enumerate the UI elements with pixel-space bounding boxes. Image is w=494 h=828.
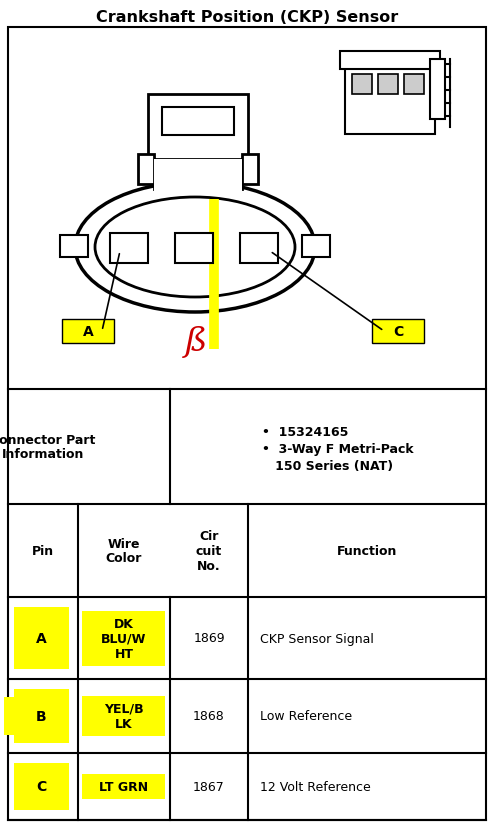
Ellipse shape — [95, 198, 295, 297]
Bar — [14, 689, 69, 743]
Ellipse shape — [75, 183, 315, 313]
Text: C: C — [36, 779, 46, 793]
Text: ß: ß — [185, 325, 207, 358]
Text: A: A — [36, 631, 46, 645]
Text: Crankshaft Position (CKP) Sensor: Crankshaft Position (CKP) Sensor — [96, 9, 398, 25]
Text: 1867: 1867 — [193, 780, 225, 793]
Bar — [148, 95, 248, 160]
Text: YEL/B
LK: YEL/B LK — [104, 702, 144, 730]
Bar — [82, 611, 165, 666]
Bar — [302, 236, 330, 258]
Bar — [14, 607, 69, 669]
Bar — [345, 60, 435, 135]
Text: Connector Part
Information: Connector Part Information — [0, 433, 96, 461]
Text: Function: Function — [337, 544, 397, 557]
Text: A: A — [82, 325, 93, 339]
Bar — [175, 233, 213, 263]
Bar — [242, 155, 258, 185]
Bar — [110, 233, 148, 263]
Bar — [430, 60, 445, 120]
Text: Low Reference: Low Reference — [260, 710, 352, 723]
Bar — [60, 236, 88, 258]
Bar — [378, 75, 398, 95]
Text: DK
BLU/W
HT: DK BLU/W HT — [101, 617, 147, 660]
Text: •  3-Way F Metri-Pack: • 3-Way F Metri-Pack — [262, 442, 413, 455]
Bar — [62, 320, 114, 344]
Bar — [372, 320, 424, 344]
Bar — [4, 697, 22, 735]
Bar — [340, 52, 440, 70]
Bar — [138, 155, 154, 185]
Text: Cir
cuit
No.: Cir cuit No. — [196, 529, 222, 572]
Text: LT GRN: LT GRN — [99, 780, 149, 793]
Bar — [14, 763, 69, 810]
Text: Wire
Color: Wire Color — [106, 537, 142, 565]
Text: C: C — [393, 325, 403, 339]
Text: 1868: 1868 — [193, 710, 225, 723]
Bar — [82, 774, 165, 799]
Text: 1869: 1869 — [193, 632, 225, 645]
Text: B: B — [36, 709, 46, 723]
Text: 150 Series (NAT): 150 Series (NAT) — [262, 460, 393, 473]
Text: 12 Volt Reference: 12 Volt Reference — [260, 780, 371, 793]
Bar — [404, 75, 424, 95]
Bar — [82, 696, 165, 736]
Bar — [240, 233, 278, 263]
Bar — [162, 108, 234, 136]
Bar — [154, 160, 242, 195]
Text: Pin: Pin — [32, 544, 54, 557]
Text: CKP Sensor Signal: CKP Sensor Signal — [260, 632, 374, 645]
Bar — [352, 75, 372, 95]
Text: •  15324165: • 15324165 — [262, 426, 348, 439]
